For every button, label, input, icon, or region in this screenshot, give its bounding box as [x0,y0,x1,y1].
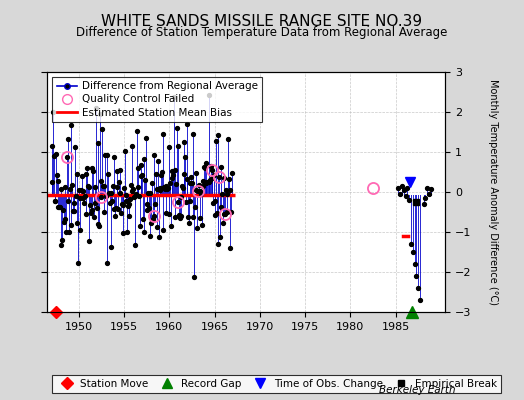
Text: Difference of Station Temperature Data from Regional Average: Difference of Station Temperature Data f… [77,26,447,39]
Y-axis label: Monthly Temperature Anomaly Difference (°C): Monthly Temperature Anomaly Difference (… [488,79,498,305]
Text: Berkeley Earth: Berkeley Earth [379,385,456,395]
Legend: Station Move, Record Gap, Time of Obs. Change, Empirical Break: Station Move, Record Gap, Time of Obs. C… [52,375,501,393]
Text: WHITE SANDS MISSILE RANGE SITE NO.39: WHITE SANDS MISSILE RANGE SITE NO.39 [102,14,422,29]
